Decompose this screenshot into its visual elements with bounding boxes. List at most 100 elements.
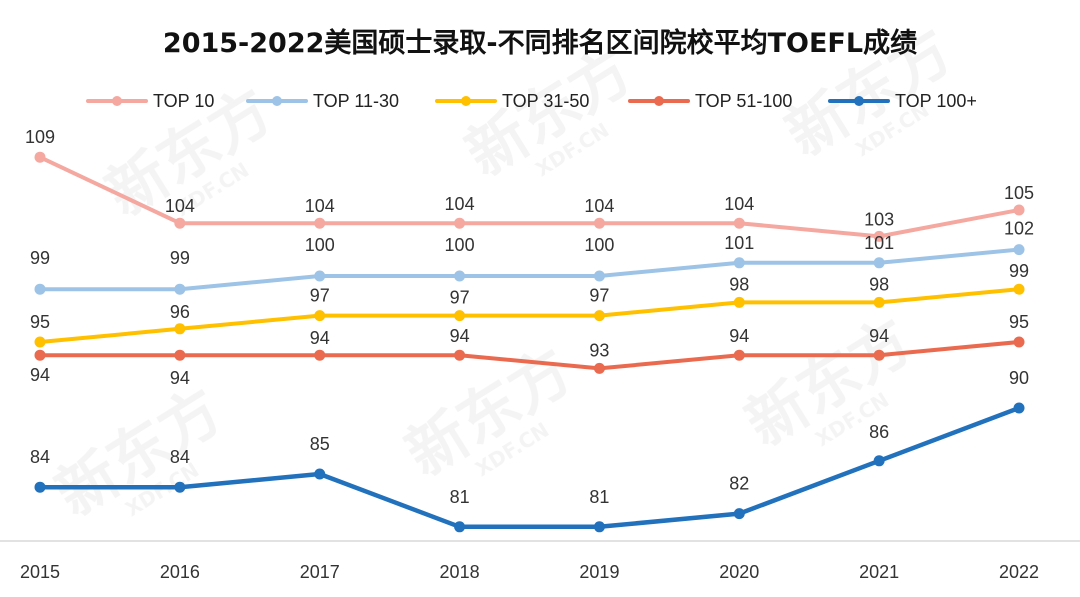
series-line-top-11-30 (38, 247, 1021, 292)
data-label: 97 (310, 286, 330, 306)
data-label: 99 (1009, 261, 1029, 281)
x-tick-label: 2020 (719, 562, 759, 582)
data-point (733, 508, 745, 520)
data-label: 94 (869, 326, 889, 346)
data-label: 93 (589, 340, 609, 360)
data-label: 94 (450, 326, 470, 346)
watermark: 新东方XDF.CN (455, 36, 645, 191)
data-point (733, 257, 745, 269)
data-label: 104 (165, 196, 195, 216)
legend-item-top-31-50: TOP 31-50 (435, 91, 589, 111)
data-point (733, 296, 745, 308)
data-point (314, 217, 326, 229)
legend-marker (112, 96, 122, 106)
data-label: 100 (305, 235, 335, 255)
data-label: 102 (1004, 219, 1034, 239)
data-point (873, 455, 885, 467)
data-point (34, 151, 46, 163)
data-labels: 109 104 104 104 104 104 103 105 99 99 100 100 100 101… (25, 127, 1034, 507)
x-tick-label: 2019 (579, 562, 619, 582)
chart-title: 2015-2022美国硕士录取-不同排名区间院校平均TOEFL成绩 (163, 27, 917, 59)
data-label: 94 (30, 365, 50, 385)
data-point (873, 296, 885, 308)
data-label: 84 (170, 447, 190, 467)
series-top-31-50 (34, 283, 1025, 348)
watermark: 新东方XDF.CN (45, 376, 235, 531)
data-point (34, 481, 46, 493)
data-label: 100 (445, 235, 475, 255)
x-axis-ticks: 2015 2016 2017 2018 2019 2020 2021 2022 (20, 562, 1039, 582)
data-point (454, 310, 466, 322)
data-point (593, 217, 605, 229)
data-label: 95 (30, 312, 50, 332)
x-tick-label: 2021 (859, 562, 899, 582)
legend: TOP 10 TOP 11-30 TOP 31-50 TOP 51-100 TOP 10… (86, 91, 977, 111)
data-point (314, 270, 326, 282)
data-label: 96 (170, 302, 190, 322)
series-top-11-30 (34, 244, 1025, 295)
series-top-10 (34, 151, 1025, 242)
data-label: 99 (170, 248, 190, 268)
data-label: 94 (729, 326, 749, 346)
data-label: 97 (450, 288, 470, 308)
data-label: 95 (1009, 312, 1029, 332)
data-label: 109 (25, 127, 55, 147)
data-point (454, 521, 466, 533)
legend-item-top-10: TOP 10 (86, 91, 214, 111)
data-label: 99 (30, 248, 50, 268)
data-point (34, 349, 46, 361)
data-point (314, 468, 326, 480)
data-point (733, 217, 745, 229)
data-point (454, 217, 466, 229)
x-tick-label: 2016 (160, 562, 200, 582)
data-point (873, 230, 885, 242)
legend-label: TOP 51-100 (695, 91, 792, 111)
data-point (174, 481, 186, 493)
series-layer (34, 151, 1025, 533)
legend-marker (461, 96, 471, 106)
legend-marker (654, 96, 664, 106)
data-point (1013, 336, 1025, 348)
series-top-51-100 (34, 336, 1025, 374)
data-point (593, 310, 605, 322)
data-label: 81 (589, 487, 609, 507)
data-point (174, 283, 186, 295)
legend-item-top-100-plus: TOP 100+ (828, 91, 977, 111)
data-point (1013, 283, 1025, 295)
legend-label: TOP 11-30 (313, 91, 399, 111)
x-tick-label: 2015 (20, 562, 60, 582)
legend-marker (272, 96, 282, 106)
data-point (174, 217, 186, 229)
data-point (593, 521, 605, 533)
data-label: 86 (869, 422, 889, 442)
legend-label: TOP 100+ (895, 91, 977, 111)
data-label: 101 (864, 233, 894, 253)
series-top-100-plus (34, 402, 1025, 533)
data-point (34, 283, 46, 295)
series-line-top-51-100 (38, 340, 1021, 371)
legend-marker (854, 96, 864, 106)
series-line-top-10 (38, 155, 1021, 239)
data-label: 104 (445, 194, 475, 214)
x-tick-label: 2017 (300, 562, 340, 582)
data-point (593, 362, 605, 374)
data-point (454, 349, 466, 361)
data-label: 90 (1009, 368, 1029, 388)
data-label: 100 (584, 235, 614, 255)
data-point (1013, 402, 1025, 414)
data-point (314, 310, 326, 322)
data-label: 104 (724, 194, 754, 214)
data-label: 84 (30, 447, 50, 467)
data-label: 104 (584, 196, 614, 216)
data-label: 97 (589, 286, 609, 306)
x-tick-label: 2022 (999, 562, 1039, 582)
data-label: 85 (310, 434, 330, 454)
series-line-top-100-plus (37, 405, 1022, 530)
data-point (1013, 244, 1025, 256)
data-label: 98 (869, 274, 889, 294)
data-label: 82 (729, 474, 749, 494)
data-point (454, 270, 466, 282)
data-point (314, 349, 326, 361)
data-label: 94 (170, 368, 190, 388)
